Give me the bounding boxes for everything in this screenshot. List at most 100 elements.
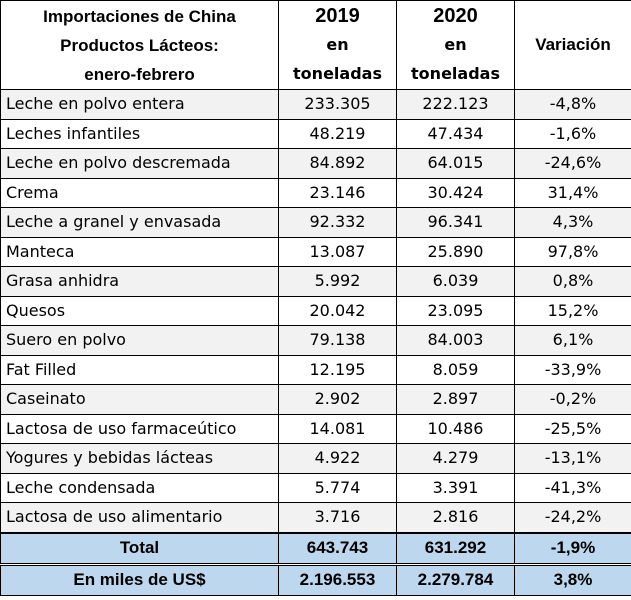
- total-row: Total 643.743 631.292 -1,9%: [0, 531, 631, 565]
- usd-2020: 2.279.784: [396, 562, 515, 596]
- variation-value: 15,2%: [514, 295, 631, 326]
- value-2019: 5.774: [278, 472, 397, 503]
- variation-value: -33,9%: [514, 354, 631, 385]
- header-2020-cell: 2020 en toneladas: [396, 0, 515, 90]
- variation-value: -13,1%: [514, 443, 631, 474]
- header-title-line-1: Importaciones de China: [43, 6, 236, 26]
- value-2019: 233.305: [278, 89, 397, 120]
- usd-2019: 2.196.553: [278, 562, 397, 596]
- value-2020: 222.123: [396, 89, 515, 120]
- product-name: Leches infantiles: [0, 118, 279, 149]
- usd-row: En miles de US$ 2.196.553 2.279.784 3,8%: [0, 562, 631, 596]
- value-2020: 2.816: [396, 502, 515, 533]
- header-unit-toneladas: toneladas: [411, 64, 500, 83]
- usd-variation: 3,8%: [514, 562, 631, 596]
- header-title-line-3: enero-febrero: [84, 64, 195, 84]
- value-2020: 25.890: [396, 236, 515, 267]
- table-row: Yogures y bebidas lácteas 4.922 4.279 -13,1…: [0, 443, 631, 474]
- value-2019: 84.892: [278, 148, 397, 179]
- table-row: Leche condensada 5.774 3.391 -41,3%: [0, 472, 631, 503]
- product-name: Lactosa de uso farmaceútico: [0, 413, 279, 444]
- value-2020: 10.486: [396, 413, 515, 444]
- product-name: Crema: [0, 177, 279, 208]
- value-2020: 84.003: [396, 325, 515, 356]
- value-2020: 30.424: [396, 177, 515, 208]
- header-variation-cell: Variación: [514, 0, 631, 90]
- product-name: Lactosa de uso alimentario: [0, 502, 279, 533]
- product-name: Leche condensada: [0, 472, 279, 503]
- variation-value: -0,2%: [514, 384, 631, 415]
- table-row: Grasa anhidra 5.992 6.039 0,8%: [0, 266, 631, 297]
- value-2020: 96.341: [396, 207, 515, 238]
- header-unit-en: en: [444, 35, 467, 54]
- variation-value: -4,8%: [514, 89, 631, 120]
- value-2019: 92.332: [278, 207, 397, 238]
- value-2020: 4.279: [396, 443, 515, 474]
- table-row: Leche a granel y envasada 92.332 96.341 4,3…: [0, 207, 631, 238]
- product-name: Grasa anhidra: [0, 266, 279, 297]
- header-year-2020: 2020: [433, 5, 478, 27]
- table-footer: Total 643.743 631.292 -1,9% En miles de …: [0, 531, 631, 596]
- table-row: Manteca 13.087 25.890 97,8%: [0, 236, 631, 267]
- total-variation: -1,9%: [514, 531, 631, 565]
- header-title-cell: Importaciones de China Productos Lácteos…: [0, 0, 279, 90]
- value-2020: 6.039: [396, 266, 515, 297]
- value-2019: 2.902: [278, 384, 397, 415]
- variation-value: 31,4%: [514, 177, 631, 208]
- value-2020: 23.095: [396, 295, 515, 326]
- value-2020: 8.059: [396, 354, 515, 385]
- header-title-line-2: Productos Lácteos:: [60, 35, 219, 55]
- value-2020: 47.434: [396, 118, 515, 149]
- table-row: Lactosa de uso alimentario 3.716 2.816 -24,…: [0, 502, 631, 533]
- value-2019: 48.219: [278, 118, 397, 149]
- product-name: Leche en polvo descremada: [0, 148, 279, 179]
- header-unit-en: en: [326, 35, 349, 54]
- table-row: Lactosa de uso farmaceútico 14.081 10.486-…: [0, 413, 631, 444]
- variation-value: 97,8%: [514, 236, 631, 267]
- usd-label: En miles de US$: [0, 562, 279, 596]
- value-2019: 3.716: [278, 502, 397, 533]
- table-row: Leche en polvo entera 233.305 222.123 -4,8%: [0, 89, 631, 120]
- variation-value: -24,2%: [514, 502, 631, 533]
- variation-value: 0,8%: [514, 266, 631, 297]
- value-2020: 2.897: [396, 384, 515, 415]
- product-name: Manteca: [0, 236, 279, 267]
- total-2019: 643.743: [278, 531, 397, 565]
- table-row: Crema 23.146 30.424 31,4%: [0, 177, 631, 208]
- table-header: Importaciones de China Productos Lácteos…: [0, 0, 631, 90]
- value-2020: 64.015: [396, 148, 515, 179]
- variation-value: -41,3%: [514, 472, 631, 503]
- value-2019: 13.087: [278, 236, 397, 267]
- table-row: Leches infantiles 48.219 47.434 -1,6%: [0, 118, 631, 149]
- table-row: Fat Filled 12.195 8.059 -33,9%: [0, 354, 631, 385]
- product-name: Caseinato: [0, 384, 279, 415]
- value-2019: 5.992: [278, 266, 397, 297]
- value-2019: 4.922: [278, 443, 397, 474]
- value-2019: 79.138: [278, 325, 397, 356]
- header-unit-toneladas: toneladas: [293, 64, 382, 83]
- variation-value: 6,1%: [514, 325, 631, 356]
- header-variation: Variación: [535, 35, 611, 54]
- product-name: Leche a granel y envasada: [0, 207, 279, 238]
- product-name: Suero en polvo: [0, 325, 279, 356]
- table-row: Leche en polvo descremada 84.892 64.015 -24…: [0, 148, 631, 179]
- value-2019: 23.146: [278, 177, 397, 208]
- variation-value: 4,3%: [514, 207, 631, 238]
- table-row: Quesos 20.042 23.095 15,2%: [0, 295, 631, 326]
- product-name: Yogures y bebidas lácteas: [0, 443, 279, 474]
- variation-value: -24,6%: [514, 148, 631, 179]
- product-name: Leche en polvo entera: [0, 89, 279, 120]
- table-row: Suero en polvo 79.138 84.003 6,1%: [0, 325, 631, 356]
- value-2020: 3.391: [396, 472, 515, 503]
- value-2019: 12.195: [278, 354, 397, 385]
- value-2019: 20.042: [278, 295, 397, 326]
- variation-value: -25,5%: [514, 413, 631, 444]
- table-row: Caseinato 2.902 2.897 -0,2%: [0, 384, 631, 415]
- product-name: Quesos: [0, 295, 279, 326]
- header-2019-cell: 2019 en toneladas: [278, 0, 397, 90]
- value-2019: 14.081: [278, 413, 397, 444]
- total-2020: 631.292: [396, 531, 515, 565]
- total-label: Total: [0, 531, 279, 565]
- product-name: Fat Filled: [0, 354, 279, 385]
